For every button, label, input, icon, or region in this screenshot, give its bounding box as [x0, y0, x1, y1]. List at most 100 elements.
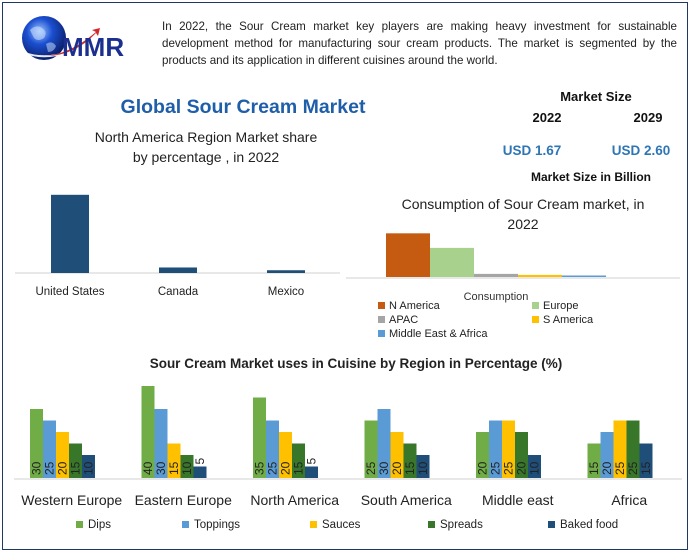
cuisine-value-label: 15 — [403, 461, 417, 475]
cuisine-bar-south-america-dips — [364, 420, 378, 478]
cuisine-value-label: 15 — [69, 461, 83, 475]
cuisine-value-label: 25 — [43, 461, 57, 475]
cuisine-category-label: Middle east — [482, 492, 554, 508]
cuisine-category-label: Eastern Europe — [135, 492, 232, 508]
cuisine-bar-north-america-sauces — [279, 432, 292, 478]
market-size-value-2029: USD 2.60 — [612, 143, 671, 158]
cuisine-bar-western-europe-toppings — [43, 420, 56, 478]
cuisine-bar-middle-east-spreads — [515, 432, 528, 478]
cuisine-value-label: 15 — [587, 461, 601, 475]
cuisine-value-label: 25 — [489, 461, 503, 475]
consumption-legend-label-apac: APAC — [389, 314, 418, 326]
na-bar-united-states — [51, 194, 89, 273]
cuisine-value-label: 30 — [377, 461, 391, 475]
consumption-x-label: Consumption — [464, 291, 529, 303]
cuisine-legend-label-dips: Dips — [88, 519, 111, 531]
cuisine-legend-swatch-spreads — [428, 521, 435, 528]
cuisine-legend-label-sauces: Sauces — [322, 519, 361, 531]
consumption-legend-label-middle-east-africa: Middle East & Africa — [389, 328, 488, 340]
cuisine-category-label: South America — [361, 492, 452, 508]
cuisine-value-label: 30 — [30, 461, 44, 475]
cuisine-value-label: 35 — [253, 461, 267, 475]
cuisine-value-label: 20 — [600, 461, 614, 475]
cuisine-value-label: 20 — [56, 461, 70, 475]
cuisine-legend-swatch-sauces — [310, 521, 317, 528]
cuisine-bar-western-europe-sauces — [56, 432, 69, 478]
intro-paragraph: In 2022, the Sour Cream market key playe… — [162, 20, 677, 67]
cuisine-value-label: 40 — [141, 461, 155, 475]
cuisine-bar-eastern-europe-baked-food — [193, 466, 207, 478]
cuisine-bar-western-europe-dips — [30, 409, 43, 478]
consumption-legend-label-s-america: S America — [543, 314, 594, 326]
logo-text: MMR — [62, 32, 124, 62]
cuisine-value-label: 20 — [515, 461, 529, 475]
consumption-chart: Consumption of Sour Cream market, in 202… — [346, 196, 680, 340]
cuisine-value-label: 10 — [528, 461, 542, 475]
cuisine-chart-title: Sour Cream Market uses in Cuisine by Reg… — [150, 356, 563, 371]
cuisine-value-label: 20 — [390, 461, 404, 475]
cuisine-category-label: Western Europe — [21, 492, 122, 508]
cuisine-bar-western-europe-spreads — [69, 443, 82, 478]
consumption-bar-s-america — [518, 274, 562, 277]
consumption-legend-swatch-europe — [532, 302, 539, 309]
cuisine-bar-eastern-europe-spreads — [180, 455, 194, 478]
cuisine-value-label: 10 — [180, 461, 194, 475]
cuisine-value-label: 10 — [82, 461, 96, 475]
na-chart-title-line1: North America Region Market share — [95, 129, 318, 145]
cuisine-bar-middle-east-dips — [476, 432, 489, 478]
cuisine-value-label: 25 — [502, 461, 516, 475]
cuisine-value-label: 20 — [279, 461, 293, 475]
cuisine-value-label: 25 — [626, 461, 640, 475]
market-size-year-2022: 2022 — [533, 110, 562, 125]
cuisine-bar-north-america-dips — [253, 397, 266, 478]
main-title: Global Sour Cream Market — [121, 96, 366, 118]
consumption-bar-europe — [430, 247, 474, 277]
cuisine-bar-north-america-spreads — [292, 443, 305, 478]
consumption-legend-swatch-n-america — [378, 302, 385, 309]
cuisine-bar-south-america-toppings — [377, 409, 391, 478]
cuisine-bar-eastern-europe-sauces — [167, 443, 181, 478]
consumption-legend-label-europe: Europe — [543, 300, 578, 312]
market-size-footer: Market Size in Billion — [531, 170, 651, 184]
cuisine-bar-western-europe-baked-food — [82, 455, 95, 478]
cuisine-bar-south-america-sauces — [390, 432, 404, 478]
cuisine-value-label: 20 — [476, 461, 490, 475]
cuisine-bar-eastern-europe-toppings — [154, 409, 168, 478]
cuisine-value-label: 25 — [613, 461, 627, 475]
cuisine-bar-eastern-europe-dips — [141, 386, 155, 478]
consumption-bar-middle-east-africa — [562, 275, 606, 277]
cuisine-uses-chart: Sour Cream Market uses in Cuisine by Reg… — [14, 356, 682, 531]
consumption-legend-swatch-s-america — [532, 316, 539, 323]
cuisine-value-label: 15 — [167, 461, 181, 475]
cuisine-legend-label-toppings: Toppings — [194, 519, 240, 531]
market-size-year-2029: 2029 — [634, 110, 663, 125]
cuisine-category-label: North America — [250, 492, 339, 508]
consumption-bar-n-america — [386, 233, 430, 277]
cuisine-bar-middle-east-toppings — [489, 420, 502, 478]
cuisine-bar-north-america-toppings — [266, 420, 279, 478]
cuisine-value-label: 10 — [416, 461, 430, 475]
market-size-heading: Market Size — [560, 89, 632, 104]
consumption-bar-apac — [474, 273, 518, 277]
cuisine-bar-africa-dips — [587, 443, 601, 478]
cuisine-bar-africa-baked-food — [639, 443, 653, 478]
cuisine-bar-africa-spreads — [626, 420, 640, 478]
na-category-label: United States — [35, 286, 104, 298]
cuisine-value-label: 15 — [292, 461, 306, 475]
cuisine-bar-south-america-baked-food — [416, 455, 430, 478]
mmr-logo: MMR — [18, 8, 153, 70]
cuisine-bar-africa-toppings — [600, 432, 614, 478]
cuisine-value-label: 15 — [639, 461, 653, 475]
consumption-chart-title-line1: Consumption of Sour Cream market, in — [402, 196, 645, 212]
consumption-legend-swatch-apac — [378, 316, 385, 323]
cuisine-bar-north-america-baked-food — [305, 466, 318, 478]
cuisine-value-label: 30 — [154, 461, 168, 475]
cuisine-legend-swatch-toppings — [182, 521, 189, 528]
cuisine-bar-middle-east-baked-food — [528, 455, 541, 478]
cuisine-value-label: 25 — [364, 461, 378, 475]
cuisine-value-label: 25 — [266, 461, 280, 475]
consumption-legend-label-n-america: N America — [389, 300, 441, 312]
market-size-value-2022: USD 1.67 — [503, 143, 562, 158]
na-bar-mexico — [267, 270, 305, 273]
na-chart-title-line2: by percentage , in 2022 — [133, 149, 280, 165]
